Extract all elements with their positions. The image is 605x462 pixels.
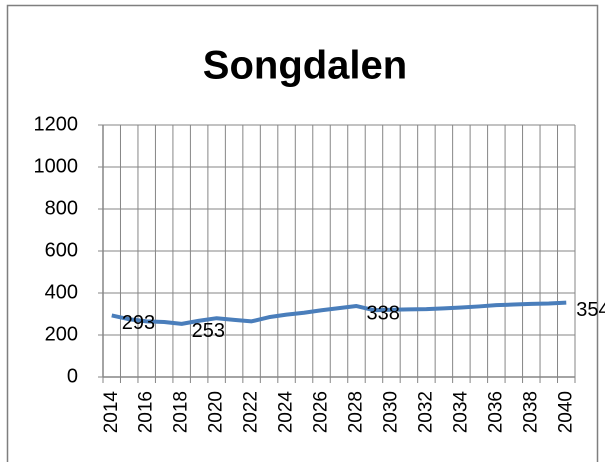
x-tick-label: 2032: [415, 391, 436, 433]
x-tick-label: 2024: [276, 391, 297, 434]
x-tick-label: 2026: [311, 391, 332, 433]
x-tick-label: 2040: [555, 391, 576, 433]
y-tick-label: 1000: [34, 155, 79, 177]
x-tick-label: 2016: [136, 391, 157, 433]
y-tick-label: 0: [67, 365, 78, 387]
x-tick-label: 2036: [485, 391, 506, 433]
data-label: 338: [366, 302, 399, 324]
y-tick-label: 800: [45, 197, 78, 219]
x-tick-label: 2030: [380, 391, 401, 433]
y-tick-label: 1200: [34, 113, 79, 135]
chart-title: Songdalen: [203, 44, 407, 88]
line: [111, 300, 567, 326]
x-tick-label: 2034: [450, 391, 471, 434]
data-label: 354: [576, 299, 605, 321]
x-tick-label: 2028: [345, 391, 366, 433]
data-label: 293: [122, 312, 155, 334]
x-tick-label: 2038: [520, 391, 541, 433]
y-tick-label: 600: [45, 239, 78, 261]
x-tick-label: 2022: [241, 391, 262, 433]
x-tick-label: 2020: [206, 391, 227, 433]
chart-frame: [6, 4, 599, 462]
x-tick-label: 2014: [101, 391, 122, 434]
y-tick-label: 200: [45, 323, 78, 345]
x-tick-label: 2018: [171, 391, 192, 433]
data-label: 253: [192, 320, 225, 342]
y-tick-label: 400: [45, 281, 78, 303]
